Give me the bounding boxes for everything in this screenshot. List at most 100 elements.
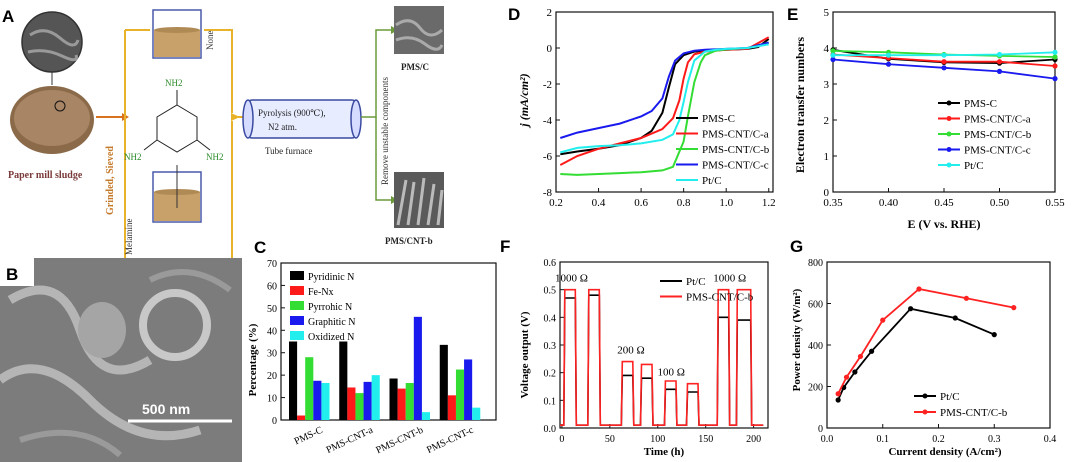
furnace-line2: N2 atm. (268, 122, 297, 132)
g-xtick-label: 0.3 (988, 434, 1001, 445)
e-series-point (1052, 49, 1058, 55)
sem-thumb-top-texture (395, 19, 444, 51)
e-xtick-label: 0.35 (823, 197, 843, 209)
sem-thumb-bottom-texture (396, 177, 444, 226)
g-ytick-label: 600 (808, 300, 823, 311)
e-series-point (941, 65, 947, 71)
e-series-point (996, 68, 1003, 74)
f-annotation: 1000 Ω (555, 272, 588, 284)
c-ytick-label: 20 (267, 371, 277, 382)
c-ytick-label: 40 (267, 326, 277, 337)
e-xtick-label: 0.40 (879, 197, 899, 209)
g-ylabel: Power density (W/m²) (791, 288, 803, 391)
e-series-point (996, 51, 1003, 58)
g-xtick-label: 0.4 (1044, 434, 1057, 445)
g-xtick-label: 0.0 (821, 434, 834, 445)
c-legend-swatch (290, 286, 304, 295)
c-bar (405, 382, 414, 420)
e-legend-marker (946, 147, 952, 152)
e-ytick-label: 3 (824, 79, 830, 91)
sem-ring (139, 289, 211, 361)
c-ytick-label: 50 (267, 304, 277, 315)
melamine-structure (143, 90, 211, 153)
d-legend-label: Pt/C (702, 175, 722, 187)
c-category-label: PMS-C (293, 425, 325, 448)
panel-label-b: B (6, 265, 18, 284)
d-series-line (559, 41, 769, 139)
amine-top: NH2 (165, 78, 183, 88)
c-legend-swatch (290, 331, 304, 340)
e-series-point (1052, 54, 1058, 60)
e-ylabel: Electron transfer numbers (793, 37, 807, 174)
e-legend-label: Pt/C (964, 160, 984, 172)
c-legend-label: Graphitic N (308, 317, 356, 328)
f-annotation: 100 Ω (657, 366, 684, 378)
e-series-point (1052, 76, 1058, 82)
panel-label-e: E (787, 5, 798, 24)
e-series-point (885, 61, 892, 67)
c-bar (421, 412, 431, 420)
branch-top-label: None (205, 31, 215, 51)
panel-label-g: G (790, 237, 803, 256)
d-xtick-label: 1.2 (762, 197, 776, 209)
c-bar (363, 381, 372, 420)
panel-e-chart: E Electron transfer numbers E (V vs. RHE… (787, 5, 1065, 231)
e-xtick-label: 0.55 (1045, 197, 1065, 209)
g-series-point (1011, 305, 1017, 311)
c-legend-label: Oxidized N (308, 332, 354, 343)
g-series-point (952, 315, 958, 321)
g-plot-frame (826, 261, 1051, 429)
c-bar (321, 382, 330, 420)
d-xtick-label: 1.0 (719, 197, 733, 209)
e-legend-label: PMS-C (964, 98, 997, 110)
process-step-label: Grinded, Sieved (105, 146, 116, 215)
g-series-point (835, 391, 841, 397)
route-out-top (361, 29, 391, 118)
f-xlabel: Time (h) (644, 446, 685, 458)
product-bottom-label: PMS/CNT-b (385, 236, 433, 246)
d-ytick-label: -2 (543, 79, 552, 91)
f-annotation: 1000 Ω (713, 272, 746, 284)
sludge-spot-marker (54, 100, 66, 112)
e-ytick-label: 0 (824, 187, 830, 199)
f-ytick-label: 0.5 (544, 286, 557, 297)
e-legend-marker (946, 131, 952, 137)
g-legend-label: Pt/C (940, 391, 960, 403)
route-top-out (204, 29, 233, 113)
furnace-line1: Pyrolysis (900℃), (258, 108, 326, 118)
f-ytick-label: 0.3 (544, 341, 557, 352)
d-legend-label: PMS-CNT/C-c (702, 160, 769, 172)
panel-b: B 500 nm (0, 258, 242, 462)
e-series-point (941, 59, 947, 65)
d-xtick-label: 0.4 (592, 197, 606, 209)
g-series-point (916, 286, 922, 292)
g-legend-marker (922, 409, 928, 415)
g-ytick-label: 400 (808, 341, 823, 352)
d-legend-label: PMS-CNT/C-a (702, 129, 769, 141)
c-bar (413, 316, 422, 420)
e-ytick-label: 1 (824, 151, 830, 163)
g-series-point (852, 369, 858, 375)
f-xtick-label: 150 (698, 434, 713, 445)
e-xlabel: E (V vs. RHE) (907, 217, 980, 231)
f-xtick-label: 100 (650, 434, 665, 445)
panel-d-chart: D j (mA/cm²) -8 -6 -4 -2 0 2 0.2 0.4 0.6 0.8 1.0 1.… (508, 5, 776, 209)
f-ytick-label: 0.1 (544, 396, 557, 407)
g-legend-marker (922, 393, 928, 399)
c-bar (439, 344, 448, 420)
c-bar (464, 359, 473, 420)
c-bar (472, 407, 481, 420)
g-series-point (843, 374, 850, 380)
d-plot-frame (555, 11, 774, 193)
e-legend-label: PMS-CNT/C-c (964, 145, 1031, 157)
c-bar (371, 375, 380, 420)
c-category-label: PMS-CNT-a (325, 425, 376, 456)
scale-bar-label: 500 nm (142, 401, 190, 417)
e-xtick-label: 0.50 (990, 197, 1010, 209)
f-series-line (560, 288, 764, 427)
d-ytick-label: 2 (547, 7, 553, 19)
g-xlabel: Current density (A/cm²) (888, 446, 1001, 458)
d-ylabel: j (mA/cm²) (517, 73, 531, 128)
g-series-point (869, 348, 875, 354)
e-series-point (1052, 63, 1058, 69)
